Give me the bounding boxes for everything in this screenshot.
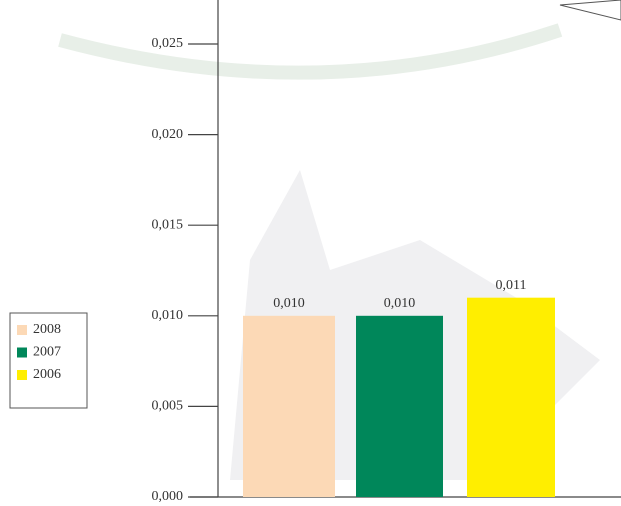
y-tick-label: 0,000 — [152, 489, 184, 504]
value-label: 0,010 — [273, 296, 305, 311]
y-tick-label: 0,020 — [152, 127, 184, 142]
legend-label: 2008 — [33, 322, 61, 337]
value-label: 0,011 — [496, 278, 527, 293]
y-tick-label: 0,005 — [152, 399, 184, 414]
legend-swatch — [17, 347, 27, 358]
bar — [243, 315, 335, 497]
decoration — [559, 0, 621, 21]
bar — [356, 315, 443, 497]
legend-swatch — [17, 325, 27, 335]
y-tick-label: 0,015 — [152, 217, 184, 232]
y-tick-label: 0,025 — [152, 36, 184, 51]
watermark — [58, 23, 563, 80]
legend-label: 2006 — [33, 367, 61, 382]
legend-swatch — [17, 370, 27, 380]
legend-label: 2007 — [33, 345, 61, 360]
value-label: 0,010 — [384, 296, 416, 311]
bar — [467, 297, 555, 497]
y-tick-label: 0,010 — [152, 308, 184, 323]
